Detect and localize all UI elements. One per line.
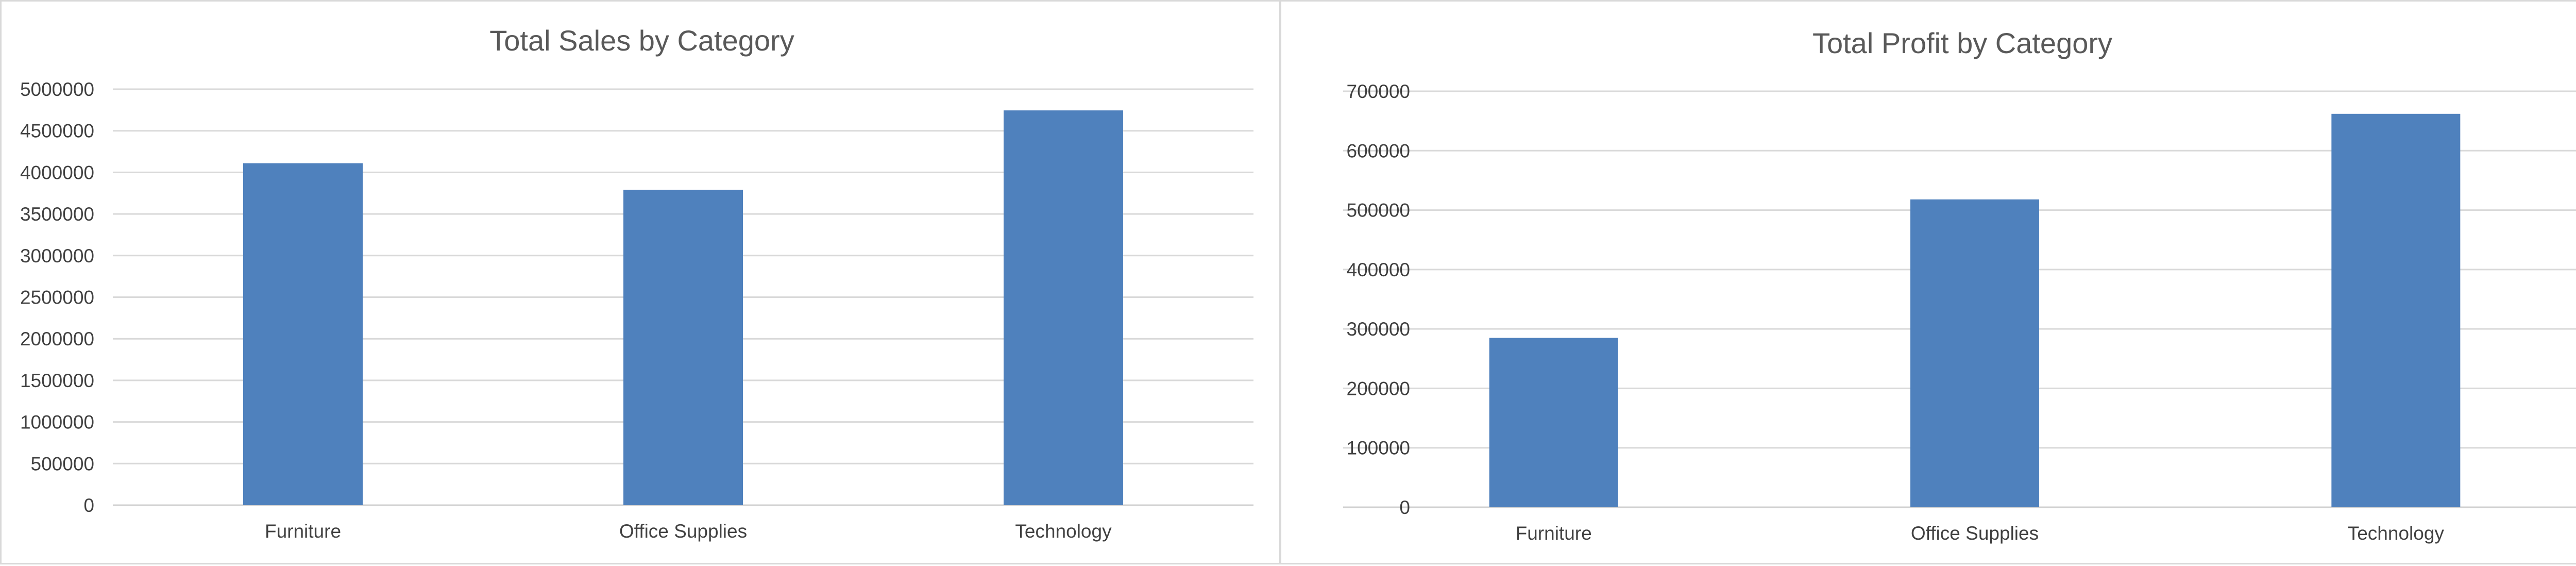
profit-chart-panel: Total Profit by Category 0 100000 200000 30… (1280, 0, 2576, 564)
profit-bar-technology (2331, 113, 2461, 507)
sales-y-tick-label: 500000 (31, 453, 94, 474)
sales-y-tick-label: 5000000 (20, 79, 94, 100)
sales-chart-title: Total Sales by Category (489, 24, 794, 57)
profit-y-tick-label: 700000 (1347, 81, 1410, 102)
sales-y-tick-label: 2500000 (20, 287, 94, 308)
profit-bars (1489, 113, 2461, 507)
sales-bars (243, 110, 1123, 506)
sales-y-tick-label: 1000000 (20, 412, 94, 433)
sales-y-tick-label: 2000000 (20, 328, 94, 349)
profit-x-tick-label: Furniture (1516, 523, 1592, 544)
profit-bar-office-supplies (1910, 199, 2039, 507)
profit-y-tick-label: 400000 (1347, 259, 1410, 280)
profit-y-tick-label: 600000 (1347, 140, 1410, 161)
sales-y-tick-label: 4000000 (20, 162, 94, 183)
sales-chart: Total Sales by Category 0 500000 1000000 15… (20, 24, 1253, 542)
sales-bar-furniture (243, 163, 363, 505)
sales-x-tick-label: Furniture (265, 521, 341, 542)
profit-chart-title: Total Profit by Category (1812, 27, 2112, 59)
profit-bar-furniture (1489, 338, 1618, 507)
profit-y-tick-label: 0 (1399, 497, 1410, 518)
sales-x-tick-label: Office Supplies (619, 521, 747, 542)
profit-y-tick-label: 500000 (1347, 200, 1410, 221)
profit-y-tick-label: 200000 (1347, 378, 1410, 399)
sales-x-tick-label: Technology (1015, 521, 1112, 542)
sales-y-axis: 0 500000 1000000 1500000 2000000 2500000 30000… (20, 79, 94, 516)
profit-x-tick-label: Office Supplies (1911, 523, 2039, 544)
sales-y-tick-label: 0 (83, 495, 94, 516)
sales-bar-office-supplies (623, 190, 743, 505)
sales-y-tick-label: 4500000 (20, 121, 94, 142)
sales-bar-technology (1004, 110, 1123, 506)
sales-y-tick-label: 3500000 (20, 204, 94, 225)
sales-x-axis: Furniture Office Supplies Technology (265, 521, 1112, 542)
profit-y-tick-label: 300000 (1347, 319, 1410, 340)
sales-y-tick-label: 1500000 (20, 370, 94, 391)
sales-chart-panel: Total Sales by Category 0 500000 1000000 15… (0, 0, 1281, 564)
profit-y-tick-label: 100000 (1347, 438, 1410, 459)
sales-y-tick-label: 3000000 (20, 245, 94, 267)
profit-x-tick-label: Technology (2348, 523, 2445, 544)
profit-chart: Total Profit by Category 0 100000 200000 30… (1343, 27, 2576, 544)
profit-y-axis: 0 100000 200000 300000 400000 500000 600000 700… (1347, 81, 1410, 518)
profit-x-axis: Furniture Office Supplies Technology (1516, 523, 2445, 544)
